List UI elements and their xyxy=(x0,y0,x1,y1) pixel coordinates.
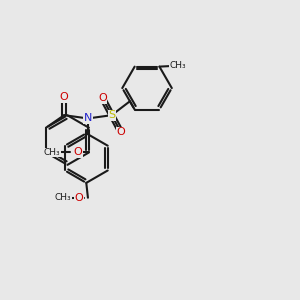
Text: O: O xyxy=(74,193,83,203)
Text: N: N xyxy=(84,113,92,124)
Text: CH₃: CH₃ xyxy=(44,148,60,157)
Text: CH₃: CH₃ xyxy=(169,61,186,70)
Text: S: S xyxy=(108,110,115,120)
Text: CH₃: CH₃ xyxy=(55,193,71,202)
Text: O: O xyxy=(74,148,82,158)
Text: O: O xyxy=(98,93,107,103)
Text: O: O xyxy=(60,92,68,102)
Text: O: O xyxy=(117,127,125,137)
